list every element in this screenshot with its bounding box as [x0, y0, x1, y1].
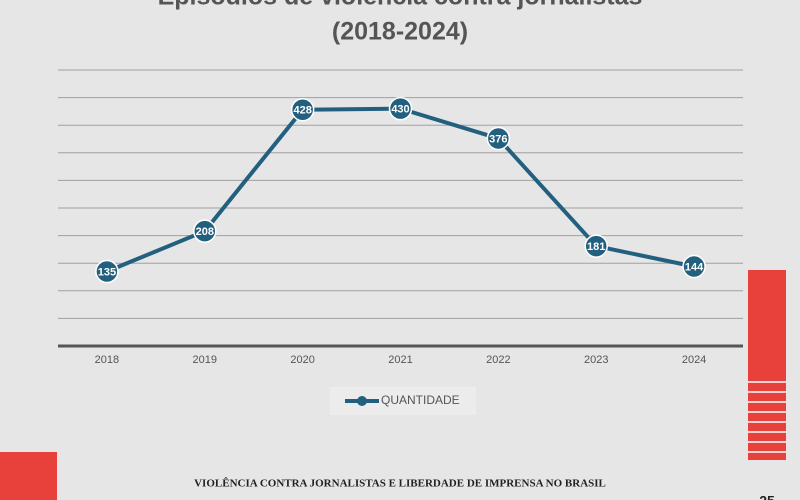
point-marker — [682, 254, 706, 279]
data-label: 208 — [196, 226, 214, 238]
side-stripes — [748, 381, 786, 453]
point-marker — [388, 96, 413, 121]
x-tick-label: 2024 — [682, 354, 706, 366]
side-bar — [748, 270, 786, 460]
legend-marker — [357, 396, 367, 406]
x-tick-label: 2019 — [193, 354, 217, 366]
x-tick-label: 2023 — [584, 354, 608, 366]
data-label: 376 — [489, 133, 507, 145]
data-label: 181 — [587, 241, 605, 253]
data-label: 144 — [685, 261, 704, 273]
footer: VIOLÊNCIA CONTRA JORNALISTAS E LIBERDADE… — [194, 478, 606, 490]
data-label: 135 — [98, 266, 116, 278]
point-marker — [95, 259, 119, 284]
data-label: 430 — [391, 104, 409, 116]
page-number: 25 — [759, 493, 775, 500]
chart-subtitle: (2018-2024) — [332, 18, 468, 46]
legend-label: QUANTIDADE — [381, 393, 460, 407]
point-marker — [584, 234, 608, 258]
corner-block — [0, 452, 57, 500]
point-marker — [486, 126, 511, 151]
x-tick-label: 2022 — [486, 354, 510, 366]
point-marker — [290, 97, 315, 122]
x-tick-label: 2020 — [290, 354, 314, 366]
x-tick-label: 2018 — [95, 354, 119, 366]
x-tick-label: 2021 — [388, 354, 412, 366]
data-label: 428 — [293, 105, 311, 117]
point-marker — [193, 219, 217, 243]
chart-title: Episódios de violência contra jornalista… — [158, 0, 643, 11]
